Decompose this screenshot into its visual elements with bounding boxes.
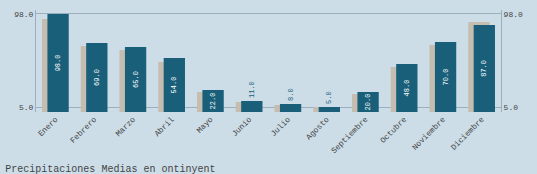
svg-text:Febrero: Febrero — [68, 115, 98, 145]
svg-text:8.0: 8.0 — [287, 88, 295, 101]
svg-text:54.0: 54.0 — [170, 77, 178, 94]
svg-text:Junio: Junio — [230, 115, 253, 138]
svg-text:98.0: 98.0 — [504, 10, 523, 19]
svg-text:69.0: 69.0 — [93, 69, 101, 86]
svg-text:Abril: Abril — [153, 115, 176, 138]
svg-text:5.0: 5.0 — [325, 91, 333, 104]
svg-text:87.0: 87.0 — [480, 60, 488, 77]
svg-text:70.0: 70.0 — [442, 69, 450, 86]
svg-text:98.0: 98.0 — [54, 55, 62, 72]
svg-text:Noviembre: Noviembre — [410, 115, 447, 152]
svg-text:22.0: 22.0 — [209, 93, 217, 110]
svg-text:Julio: Julio — [269, 115, 292, 138]
svg-text:5.0: 5.0 — [504, 103, 519, 112]
svg-text:Precipitaciones Medias en onti: Precipitaciones Medias en ontinyent — [5, 164, 215, 174]
svg-text:Octubre: Octubre — [378, 115, 408, 145]
svg-text:11.0: 11.0 — [248, 81, 256, 98]
svg-text:Mayo: Mayo — [195, 115, 215, 135]
svg-text:20.0: 20.0 — [364, 94, 372, 111]
svg-text:98.0: 98.0 — [14, 10, 33, 19]
svg-text:Septiembre: Septiembre — [329, 115, 369, 155]
svg-text:Agosto: Agosto — [304, 115, 331, 142]
svg-text:48.0: 48.0 — [403, 80, 411, 97]
svg-text:5.0: 5.0 — [19, 103, 34, 112]
svg-text:Diciembre: Diciembre — [449, 115, 486, 152]
svg-text:65.0: 65.0 — [132, 71, 140, 88]
svg-text:Marzo: Marzo — [114, 115, 137, 138]
svg-text:Enero: Enero — [36, 115, 59, 138]
